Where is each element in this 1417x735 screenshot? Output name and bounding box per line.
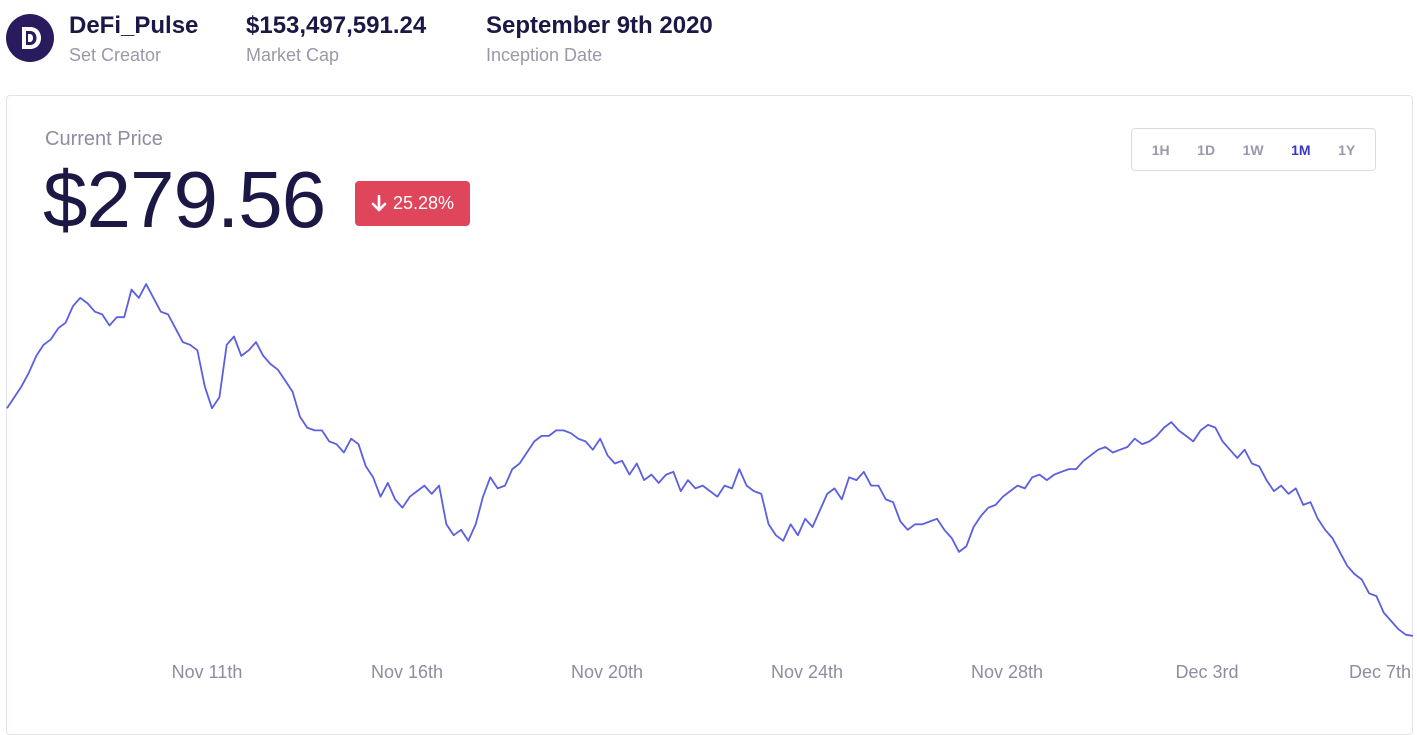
range-1d-button[interactable]: 1D — [1197, 141, 1216, 158]
x-axis-tick-label: Nov 16th — [371, 662, 443, 682]
x-axis-tick-label: Nov 11th — [172, 662, 243, 682]
time-range-selector: 1H 1D 1W 1M 1Y — [1131, 128, 1376, 171]
inception-date-value: September 9th 2020 — [486, 12, 713, 39]
market-cap-label: Market Cap — [246, 45, 340, 65]
set-header: DeFi_Pulse Set Creator $153,497,591.24 M… — [0, 0, 1417, 90]
set-creator-label: Set Creator — [69, 45, 162, 65]
market-cap-value: $153,497,591.24 — [246, 12, 427, 39]
range-1y-button[interactable]: 1Y — [1338, 141, 1356, 158]
current-price-value: $279.56 — [43, 155, 326, 244]
price-series-line — [6, 283, 1414, 637]
arrow-down-icon — [371, 194, 387, 211]
price-change-badge: 25.28% — [355, 181, 470, 226]
set-name: DeFi_Pulse — [69, 12, 199, 39]
inception-block: September 9th 2020 Inception Date — [486, 12, 713, 66]
x-axis-tick-label: Nov 20th — [571, 662, 643, 682]
market-cap-block: $153,497,591.24 Market Cap — [246, 12, 426, 66]
current-price-label: Current Price — [45, 128, 163, 150]
inception-date-label: Inception Date — [486, 45, 603, 65]
price-chart-card: Current Price $279.56 25.28% 1H 1D 1W 1M… — [6, 95, 1413, 735]
x-axis-tick-label: Dec 7th — [1349, 662, 1411, 682]
range-1m-button[interactable]: 1M — [1291, 141, 1311, 158]
set-name-block: DeFi_Pulse Set Creator — [69, 12, 198, 66]
x-axis-tick-label: Nov 28th — [971, 662, 1043, 682]
range-1w-button[interactable]: 1W — [1242, 141, 1264, 158]
defi-pulse-logo-icon — [6, 14, 54, 62]
price-change-value: 25.28% — [392, 193, 455, 213]
x-axis-tick-label: Nov 24th — [771, 662, 843, 682]
range-1h-button[interactable]: 1H — [1151, 141, 1170, 158]
price-line-chart: Nov 11th Nov 16th Nov 20th Nov 24th Nov 28th… — [6, 283, 1414, 682]
x-axis-tick-label: Dec 3rd — [1175, 662, 1238, 682]
